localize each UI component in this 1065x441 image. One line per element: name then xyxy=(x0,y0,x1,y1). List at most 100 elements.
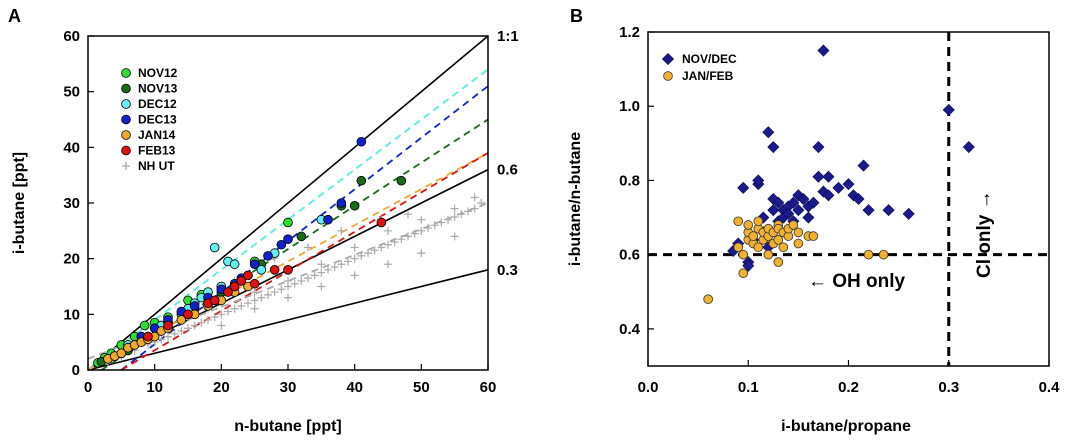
data-point xyxy=(902,207,915,220)
data-point xyxy=(357,251,366,260)
legend-label-jan-feb: JAN/FEB xyxy=(682,69,734,83)
data-point xyxy=(817,44,830,57)
legend-label-nov13: NOV13 xyxy=(138,82,178,96)
data-point xyxy=(753,242,764,253)
y-tick-label: 1.0 xyxy=(619,98,640,115)
data-point xyxy=(236,276,247,286)
data-point xyxy=(317,260,326,269)
data-point xyxy=(250,296,259,305)
panel-b-x-ticks: 0.0 0.1 0.2 0.3 0.4 xyxy=(638,360,1060,396)
data-point xyxy=(782,207,795,220)
series-nh-ut xyxy=(104,193,486,366)
data-point xyxy=(229,281,240,292)
data-point xyxy=(942,103,955,116)
x-tick-label: 0.2 xyxy=(838,379,859,396)
y-tick-label: 0.4 xyxy=(619,321,641,338)
legend-label-nh-ut: NH UT xyxy=(138,159,175,173)
data-point xyxy=(852,192,865,206)
panel-a-points xyxy=(93,136,486,368)
data-point xyxy=(450,232,459,241)
y-tick-label: 10 xyxy=(63,306,80,323)
data-point xyxy=(753,216,764,227)
data-point xyxy=(349,200,360,211)
data-point xyxy=(404,232,412,241)
data-point xyxy=(164,332,172,341)
panel-b-y-axis-label: i-butane/n-butane xyxy=(567,132,584,266)
y-tick-label: 0.6 xyxy=(619,247,640,264)
legend-marker-nh-ut xyxy=(122,162,130,170)
data-point xyxy=(763,249,774,260)
y-tick-label: 0 xyxy=(72,362,80,379)
data-point xyxy=(792,189,805,202)
data-point xyxy=(857,159,870,172)
data-point xyxy=(183,309,193,320)
x-tick-label: 0.3 xyxy=(938,379,959,396)
data-point xyxy=(882,204,895,217)
data-point xyxy=(733,216,744,227)
data-point xyxy=(424,224,432,233)
y-tick-label: 1.2 xyxy=(619,24,640,41)
data-point xyxy=(792,204,805,217)
data-point xyxy=(297,276,306,285)
data-point xyxy=(317,268,326,277)
data-point xyxy=(377,243,386,252)
data-point xyxy=(350,254,359,263)
data-point xyxy=(250,304,259,313)
legend-marker-nov-dec xyxy=(661,52,675,66)
legend-marker-dec13 xyxy=(121,114,131,125)
data-point xyxy=(310,271,319,280)
data-point xyxy=(184,324,192,333)
data-point xyxy=(250,288,259,297)
data-point xyxy=(116,348,127,359)
legend-marker-nov13 xyxy=(121,83,131,94)
data-point xyxy=(364,249,372,258)
data-point xyxy=(270,288,279,297)
data-point xyxy=(812,170,825,183)
data-point xyxy=(350,271,359,280)
ref-line-0-3 xyxy=(87,269,489,371)
panel-b-y-ticks: 0.4 0.6 0.8 1.0 1.2 xyxy=(619,24,654,338)
data-point xyxy=(209,242,220,253)
data-point xyxy=(249,259,260,270)
data-point xyxy=(437,218,446,227)
data-point xyxy=(330,263,339,272)
panel-a-x-axis-label: n-butane [ppt] xyxy=(234,418,342,435)
panel-a-y-axis-label: i-butane [ppt] xyxy=(11,152,28,254)
fit-line-feb13 xyxy=(120,152,489,371)
data-point xyxy=(284,293,292,302)
data-point xyxy=(304,274,312,283)
y-tick-label: 0.8 xyxy=(619,172,640,189)
data-point xyxy=(737,181,750,194)
panel-b-threshold-lines xyxy=(648,32,1049,366)
panel-b-legend: NOV/DEC JAN/FEB xyxy=(661,52,737,83)
data-point xyxy=(450,212,459,221)
data-point xyxy=(290,279,299,288)
ref-line-label-1-1: 1:1 xyxy=(497,28,519,45)
data-point xyxy=(464,207,472,216)
x-tick-label: 50 xyxy=(413,379,430,396)
data-point xyxy=(743,220,754,230)
data-point xyxy=(878,249,889,260)
panel-b-x-axis-label: i-butane/propane xyxy=(781,418,911,435)
data-point xyxy=(229,259,240,270)
data-point xyxy=(269,264,280,275)
legend-label-dec12: DEC12 xyxy=(138,97,177,111)
panel-b-points xyxy=(703,44,975,305)
data-point xyxy=(177,327,186,336)
data-point xyxy=(477,199,486,207)
data-point xyxy=(323,214,333,225)
data-point xyxy=(139,320,150,331)
data-point xyxy=(296,231,307,242)
data-point xyxy=(244,299,252,308)
data-point xyxy=(404,210,412,219)
data-point xyxy=(189,301,200,311)
data-point xyxy=(962,141,975,154)
data-point xyxy=(733,242,744,253)
data-point xyxy=(797,192,810,206)
data-point xyxy=(337,260,346,269)
data-point xyxy=(863,249,874,260)
x-tick-label: 60 xyxy=(480,379,497,396)
x-tick-label: 30 xyxy=(280,379,297,396)
y-tick-label: 40 xyxy=(63,139,80,156)
